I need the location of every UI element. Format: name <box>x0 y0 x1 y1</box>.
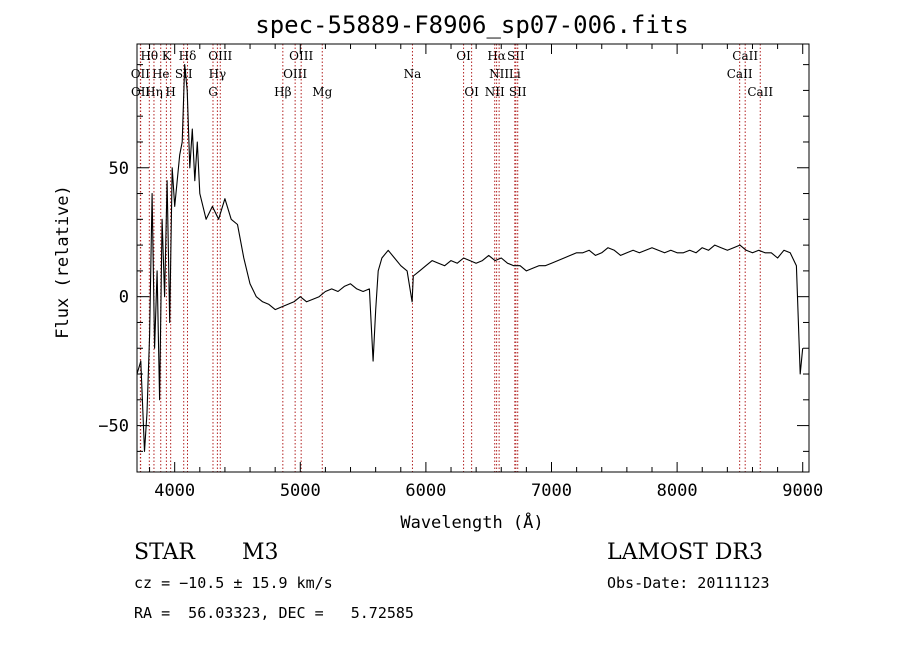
coords-text: RA = 56.03323, DEC = 5.72585 <box>134 604 414 622</box>
marker-label: Hδ <box>179 49 197 63</box>
marker-label: SII <box>507 49 525 63</box>
marker-label: OI <box>464 85 479 99</box>
chart-title: spec-55889-F8906_sp07-006.fits <box>255 11 688 39</box>
marker-label: CaII <box>747 85 773 99</box>
marker-label: K <box>162 49 172 63</box>
flux-series-line <box>136 64 804 452</box>
marker-label: Mg <box>312 85 332 99</box>
redshift-text: cz = −10.5 ± 15.9 km/s <box>134 574 333 592</box>
marker-label: Hη <box>145 85 163 99</box>
y-tick-label: 50 <box>109 159 129 179</box>
y-tick-label: 0 <box>119 288 129 308</box>
marker-label: OIII <box>208 49 232 63</box>
marker-label: He <box>152 67 170 81</box>
y-axis: −50 0 50 <box>98 64 809 452</box>
marker-label: OIII <box>289 49 313 63</box>
survey-name: LAMOST DR3 <box>607 540 763 565</box>
marker-label: OII <box>131 67 151 81</box>
x-tick-label: 6000 <box>405 481 446 501</box>
marker-label: Na <box>404 67 422 81</box>
x-tick-label: 9000 <box>782 481 823 501</box>
marker-label: NII <box>489 67 509 81</box>
marker-label: CaII <box>732 49 758 63</box>
marker-label: Hγ <box>209 67 227 81</box>
x-tick-label: 8000 <box>657 481 698 501</box>
x-tick-label: 7000 <box>531 481 572 501</box>
marker-label: Hα <box>487 49 506 63</box>
y-axis-label: Flux (relative) <box>53 185 73 339</box>
marker-label: Li <box>509 67 521 81</box>
y-tick-label: −50 <box>98 417 129 437</box>
marker-label: OIII <box>283 67 307 81</box>
x-tick-label: 4000 <box>154 481 195 501</box>
object-subclass: M3 <box>242 540 279 565</box>
marker-label: Hβ <box>274 85 291 99</box>
marker-label: CaII <box>727 67 753 81</box>
marker-label: NII <box>485 85 505 99</box>
x-tick-label: 5000 <box>280 481 321 501</box>
obs-date-text: Obs-Date: 20111123 <box>607 574 770 592</box>
plot-frame <box>136 43 810 473</box>
object-class: STAR <box>134 540 195 565</box>
marker-label: OII <box>131 85 151 99</box>
marker-label: G <box>208 85 218 99</box>
marker-label: H <box>165 85 175 99</box>
marker-label: Hθ <box>140 49 158 63</box>
marker-label: OI <box>456 49 471 63</box>
x-axis: 4000 5000 6000 7000 8000 9000 <box>149 44 823 501</box>
x-axis-label: Wavelength (Å) <box>400 511 543 533</box>
marker-label: SII <box>509 85 527 99</box>
